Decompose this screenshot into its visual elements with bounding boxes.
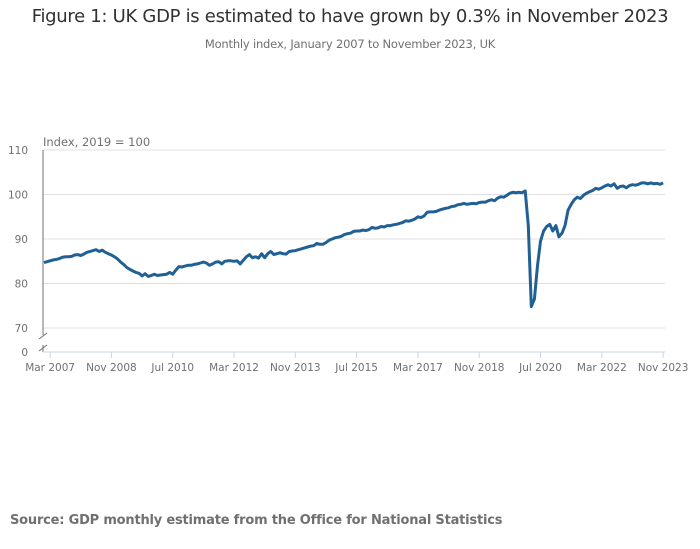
chart-title: Figure 1: UK GDP is estimated to have gr… — [31, 6, 669, 27]
x-tick-label: Nov 2008 — [86, 362, 137, 374]
y-tick-label: 0 — [21, 347, 28, 359]
gdp-index-line — [43, 181, 664, 309]
source-note: Source: GDP monthly estimate from the Of… — [10, 513, 503, 528]
chart-subtitle: Monthly index, January 2007 to November … — [204, 37, 496, 51]
x-tick-label: Mar 2007 — [25, 362, 75, 374]
y-axis-label: Index, 2019 = 100 — [43, 135, 150, 149]
axis-break-mark — [38, 344, 48, 352]
x-tick-label: Mar 2012 — [209, 362, 259, 374]
y-tick-label: 100 — [8, 190, 28, 202]
x-tick-label: Nov 2013 — [270, 362, 321, 374]
x-tick-label: Jul 2010 — [150, 362, 194, 374]
y-tick-label: 80 — [15, 279, 28, 291]
x-tick-label: Mar 2017 — [393, 362, 443, 374]
y-tick-label: 70 — [15, 323, 28, 335]
x-tick-label: Jul 2020 — [518, 362, 562, 374]
x-tick-label: Mar 2022 — [577, 362, 627, 374]
x-tick-label: Nov 2023 — [638, 362, 689, 374]
x-tick-label: Jul 2015 — [334, 362, 378, 374]
y-tick-label: 90 — [15, 234, 28, 246]
axis-break-mark — [38, 332, 48, 340]
x-tick-label: Nov 2018 — [454, 362, 505, 374]
y-tick-label: 110 — [8, 145, 28, 157]
